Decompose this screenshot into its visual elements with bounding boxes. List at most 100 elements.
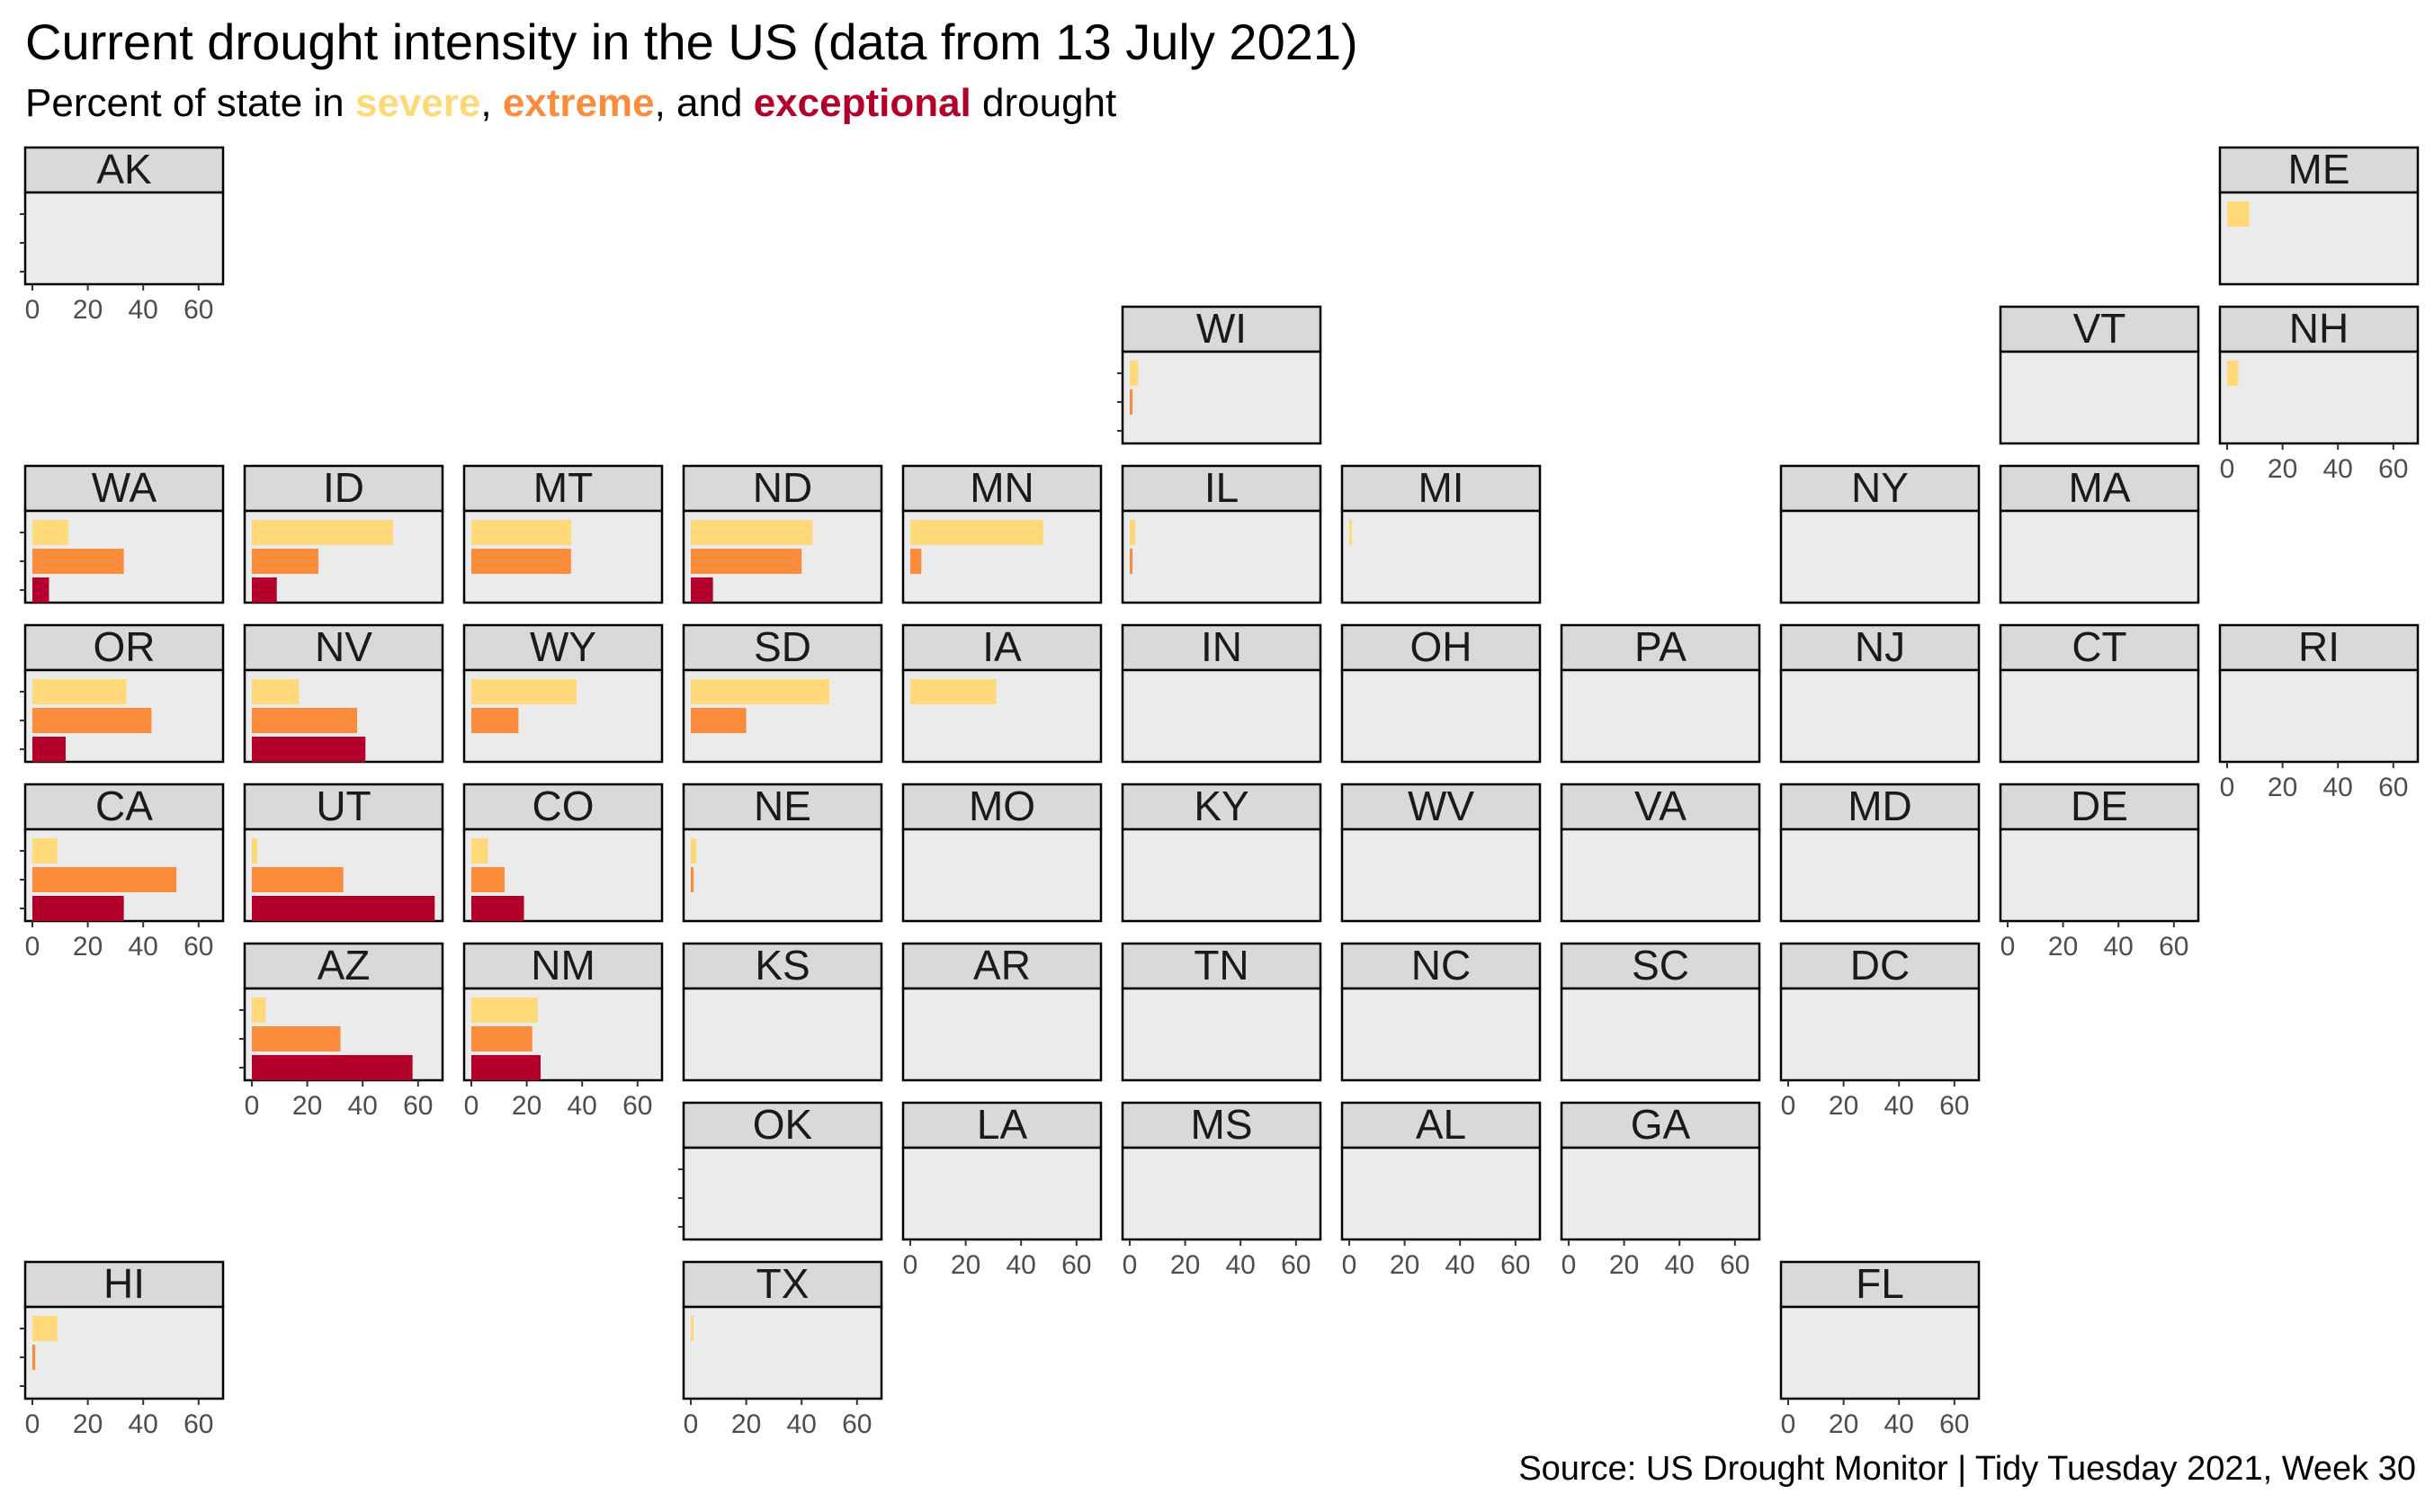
bar-extreme — [471, 549, 571, 574]
facet-ks: KS — [682, 942, 883, 1082]
facet-panel — [23, 1305, 225, 1400]
facet-oh: OH — [1340, 623, 1542, 764]
facet-ok: OK — [678, 1101, 883, 1241]
facet-panel — [2218, 350, 2420, 445]
bar-extreme — [471, 1026, 532, 1051]
facet-panel — [682, 1305, 883, 1400]
facet-wi: WI — [1117, 305, 1322, 445]
facet-ct: CT — [1999, 623, 2200, 764]
facet-strip — [462, 464, 664, 513]
facet-label: VA — [1634, 783, 1687, 829]
bar-severe — [691, 679, 829, 704]
facet-panel — [1340, 509, 1542, 604]
facet-strip — [682, 623, 883, 672]
facet-panel — [1121, 1146, 1322, 1241]
subtitle-sep2: , and — [654, 81, 754, 125]
facet-panel — [1999, 509, 2200, 604]
x-tick-label: 0 — [903, 1250, 918, 1280]
facet-panel — [2218, 668, 2420, 764]
facet-nc: NC — [1340, 942, 1542, 1082]
facet-label: OR — [94, 623, 156, 670]
facet-strip — [1560, 623, 1761, 672]
facet-nv: NV — [243, 623, 444, 764]
bar-severe — [32, 838, 58, 863]
facet-label: CA — [95, 783, 153, 829]
facet-al: AL 0 20 40 60 — [1340, 1101, 1542, 1280]
facet-panel — [682, 987, 883, 1082]
facet-label: SD — [754, 623, 811, 670]
facet-mt: MT — [462, 464, 664, 604]
facet-strip — [901, 783, 1103, 831]
x-tick-label: 0 — [2220, 454, 2235, 484]
bar-severe — [2227, 201, 2250, 227]
facet-az: AZ 0 20 40 60 — [239, 942, 444, 1121]
bar-exceptional — [252, 1055, 413, 1080]
facet-panel — [1121, 509, 1322, 604]
facet-panel — [1340, 668, 1542, 764]
facet-strip — [901, 623, 1103, 672]
facet-label: CO — [532, 783, 595, 829]
facet-label: SC — [1632, 942, 1689, 989]
facet-or: OR — [20, 623, 225, 764]
facet-nd: ND — [682, 464, 883, 604]
facet-label: NH — [2289, 305, 2349, 352]
facet-ga: GA 0 20 40 60 — [1560, 1101, 1761, 1280]
facet-panel — [1560, 987, 1761, 1082]
facet-strip — [1779, 464, 1981, 513]
x-tick-label: 60 — [1939, 1091, 1969, 1121]
x-tick-label: 0 — [25, 932, 40, 962]
facet-strip — [1121, 783, 1322, 831]
facet-label: HI — [103, 1260, 145, 1307]
subtitle-extreme: extreme — [502, 81, 655, 125]
bar-severe — [2227, 361, 2239, 386]
bar-severe — [32, 520, 69, 545]
facet-label: ND — [753, 464, 812, 511]
bar-exceptional — [252, 577, 277, 603]
facet-tn: TN — [1121, 942, 1322, 1082]
x-tick-label: 20 — [73, 1409, 103, 1439]
x-tick-label: 20 — [1609, 1250, 1639, 1280]
facet-label: AK — [96, 146, 152, 192]
facet-label: LA — [977, 1101, 1028, 1148]
facet-panel — [1999, 668, 2200, 764]
facet-label: ID — [323, 464, 364, 511]
facet-fl: FL 0 20 40 60 — [1779, 1260, 1981, 1439]
bar-exceptional — [32, 896, 124, 921]
bar-severe — [1130, 361, 1139, 386]
facet-strip — [682, 942, 883, 990]
facet-label: NE — [754, 783, 811, 829]
x-tick-label: 60 — [842, 1409, 872, 1439]
facet-ca: CA 0 20 40 60 — [20, 783, 225, 962]
facet-panel — [682, 828, 883, 923]
facet-panel — [1340, 828, 1542, 923]
bar-extreme — [691, 708, 747, 733]
facet-la: LA 0 20 40 60 — [901, 1101, 1103, 1280]
facet-strip — [1121, 305, 1322, 353]
x-tick-label: 20 — [2048, 932, 2078, 962]
facet-ut: UT — [243, 783, 444, 923]
facet-sc: SC — [1560, 942, 1761, 1082]
bar-extreme — [252, 867, 344, 892]
x-tick-label: 20 — [2268, 454, 2297, 484]
facet-panel — [1560, 828, 1761, 923]
facet-strip — [1340, 623, 1542, 672]
facet-sd: SD — [682, 623, 883, 764]
facet-panel — [682, 1146, 883, 1241]
facet-strip — [23, 464, 225, 513]
x-tick-label: 20 — [73, 295, 103, 325]
facet-strip — [462, 623, 664, 672]
facet-panel — [1340, 1146, 1542, 1241]
x-tick-label: 40 — [129, 1409, 158, 1439]
x-tick-label: 0 — [2000, 932, 2016, 962]
facet-label: OH — [1410, 623, 1472, 670]
x-tick-label: 60 — [183, 1409, 213, 1439]
facet-co: CO — [462, 783, 664, 923]
facet-strip — [1340, 464, 1542, 513]
facet-in: IN — [1121, 623, 1322, 764]
facet-wv: WV — [1340, 783, 1542, 923]
bar-extreme — [1130, 389, 1133, 415]
x-tick-label: 20 — [731, 1409, 761, 1439]
facet-panel — [1560, 668, 1761, 764]
facet-panel — [1340, 987, 1542, 1082]
facet-panel — [1779, 1305, 1981, 1400]
